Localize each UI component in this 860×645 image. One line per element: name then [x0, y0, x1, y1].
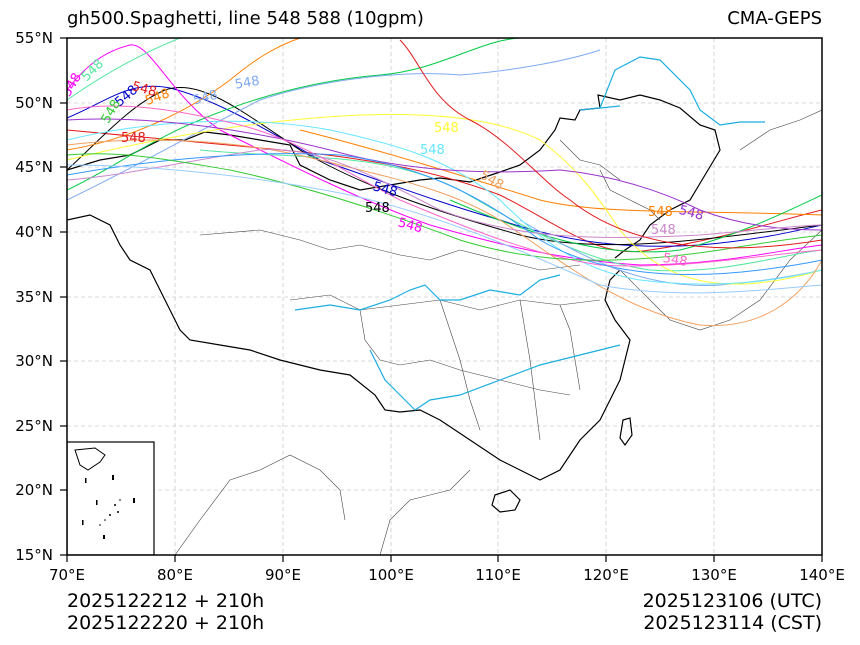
lon-label-100: 100°E — [368, 566, 414, 584]
svg-text:548: 548 — [396, 215, 424, 236]
lat-label-55: 55°N — [15, 29, 53, 47]
lat-label-35: 35°N — [15, 288, 53, 306]
svg-text:548: 548 — [121, 131, 146, 146]
lat-label-20: 20°N — [15, 481, 53, 499]
lon-label-110: 110°E — [475, 566, 521, 584]
south-china-sea-inset — [67, 441, 155, 555]
contour-lines-548 — [67, 38, 822, 327]
svg-text:548: 548 — [130, 79, 158, 100]
rivers — [294, 56, 765, 411]
lon-label-120: 120°E — [583, 566, 629, 584]
svg-text:548: 548 — [648, 205, 673, 220]
lat-label-30: 30°N — [15, 352, 53, 370]
lon-label-130: 130°E — [691, 566, 737, 584]
graticule — [67, 38, 822, 555]
lon-label-70: 70°E — [48, 566, 86, 584]
svg-text:548: 548 — [234, 74, 261, 93]
svg-text:548: 548 — [365, 201, 390, 216]
svg-text:548: 548 — [651, 223, 676, 238]
lon-label-80: 80°E — [156, 566, 194, 584]
svg-text:548: 548 — [662, 251, 689, 270]
valid-time-utc: 2025123106 (UTC) — [642, 590, 822, 612]
lat-label-50: 50°N — [15, 94, 53, 112]
valid-time-cst: 2025123114 (CST) — [643, 612, 822, 634]
init-time-cst: 2025122220 + 210h — [67, 612, 265, 634]
svg-text:548: 548 — [434, 121, 459, 136]
svg-text:548: 548 — [677, 203, 705, 224]
lat-label-45: 45°N — [15, 158, 53, 176]
lat-label-40: 40°N — [15, 223, 53, 241]
svg-text:548: 548 — [371, 179, 399, 200]
model-source-label: CMA-GEPS — [727, 8, 822, 29]
axis-ticks — [60, 37, 823, 562]
chart-title: gh500.Spaghetti, line 548 588 (10gpm) — [67, 8, 424, 29]
lat-label-15: 15°N — [15, 546, 53, 564]
lon-label-90: 90°E — [264, 566, 302, 584]
svg-text:548: 548 — [192, 88, 220, 109]
valid-time-block: 2025123106 (UTC) 2025123114 (CST) — [643, 590, 822, 634]
init-time-utc: 2025122212 + 210h — [67, 590, 265, 612]
init-time-block: 2025122212 + 210h 2025122220 + 210h — [67, 590, 264, 634]
country-borders — [67, 94, 721, 513]
svg-text:548: 548 — [420, 143, 445, 158]
lat-label-25: 25°N — [15, 417, 53, 435]
lon-label-140: 140°E — [799, 566, 845, 584]
